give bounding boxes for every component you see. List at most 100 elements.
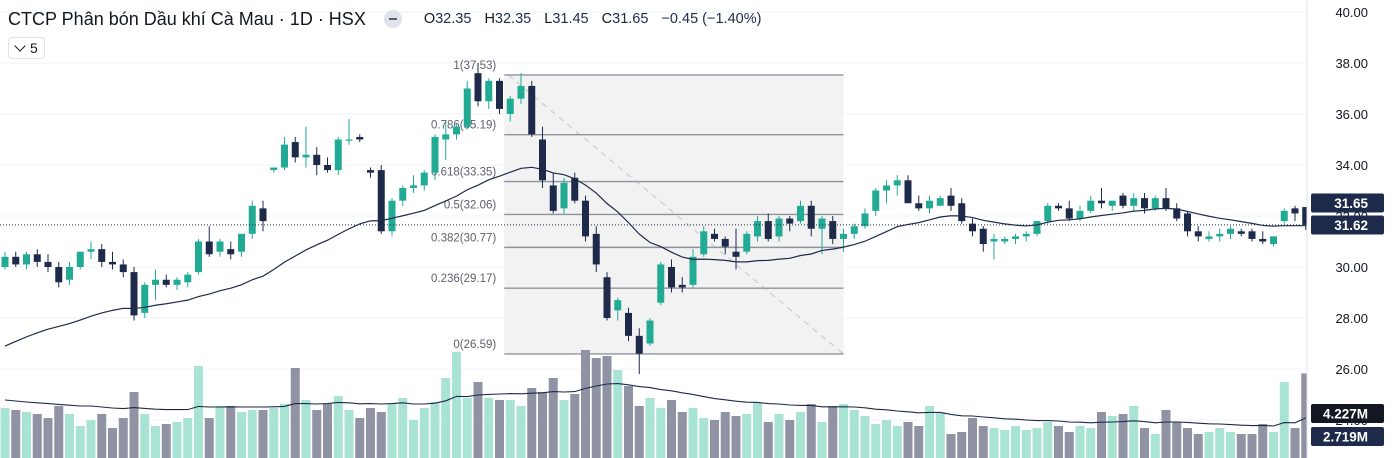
volume-bar <box>968 418 977 458</box>
volume-bar <box>1032 428 1042 458</box>
candle <box>754 216 761 242</box>
volume-bar <box>441 378 451 458</box>
fib-level-label: 0.786(35.19) <box>431 120 496 132</box>
candle-body <box>936 198 944 206</box>
volume-bar <box>710 420 719 458</box>
collapse-icon[interactable] <box>383 10 402 28</box>
volume-bar <box>194 366 203 458</box>
candle-body <box>1076 210 1084 219</box>
chart-header: CTCP Phân bón Dầu khí Cà Mau · 1D · HSX … <box>8 6 761 32</box>
volume-bar <box>258 410 268 458</box>
candle <box>302 126 310 168</box>
volume-bar <box>54 406 64 458</box>
candle <box>947 187 955 211</box>
candle-body <box>1065 208 1073 219</box>
candle <box>345 119 353 145</box>
candle <box>775 216 783 242</box>
candle <box>270 167 278 173</box>
candle <box>904 175 912 204</box>
candle-body <box>947 195 955 206</box>
volume-bar <box>1183 428 1192 458</box>
candle <box>1098 187 1105 209</box>
candle-body <box>743 233 751 252</box>
volume-bar <box>1258 424 1268 458</box>
volume-bar <box>280 404 289 458</box>
volume-bar <box>1301 373 1311 458</box>
candle <box>1130 193 1138 211</box>
volume-bar <box>882 420 891 458</box>
symbol-title[interactable]: CTCP Phân bón Dầu khí Cà Mau · 1D · HSX <box>8 8 366 29</box>
candle-body <box>1173 208 1181 219</box>
volume-bar <box>75 426 85 458</box>
candle-body <box>1022 233 1030 237</box>
candle <box>893 175 901 196</box>
candle-body <box>302 154 310 158</box>
candle-body <box>141 284 149 313</box>
candle-body <box>1098 200 1105 204</box>
ma-price-tag: 31.62 <box>1311 215 1384 235</box>
volume-bar <box>215 406 225 458</box>
candle-body <box>227 249 235 255</box>
candle <box>528 80 536 137</box>
candle-body <box>1291 208 1299 214</box>
candle-body <box>76 251 84 267</box>
candle-body <box>1151 198 1159 209</box>
volume-bar <box>667 400 676 458</box>
volume-tag-box <box>1311 404 1384 423</box>
price-tick-label: 36.00 <box>1335 107 1368 122</box>
price-axis[interactable]: 40.0038.0036.0034.0032.0030.0028.0026.00… <box>1306 0 1395 458</box>
candle-body <box>1280 210 1288 222</box>
candle-body <box>614 300 622 311</box>
candle-body <box>152 279 159 285</box>
candle-body <box>700 231 708 255</box>
candle-body <box>1108 200 1116 206</box>
candle <box>711 228 718 242</box>
fib-level-label: 1(37.53) <box>453 60 496 72</box>
volume-bar <box>946 434 956 458</box>
indicators-toggle-button[interactable]: 5 <box>8 37 45 59</box>
volume-bar <box>11 410 21 458</box>
candle <box>162 274 170 288</box>
candle <box>549 172 557 214</box>
candle <box>1012 233 1019 245</box>
volume-bar <box>914 426 924 458</box>
low-value: 31.45 <box>552 11 589 27</box>
candle <box>431 134 439 181</box>
candle-body <box>291 142 299 158</box>
price-pane <box>1 63 1310 375</box>
candle-body <box>861 213 869 227</box>
candle <box>130 267 138 321</box>
volume-ma-tag: 2.719M <box>1311 427 1384 446</box>
candle <box>625 307 632 341</box>
candle-body <box>539 139 546 181</box>
open-label: O <box>423 11 436 27</box>
candle <box>55 261 63 288</box>
volume-bar <box>1107 416 1117 458</box>
volume-bar <box>1193 434 1203 458</box>
candle-body <box>248 205 256 234</box>
candle <box>109 251 116 270</box>
candle <box>1216 228 1224 242</box>
volume-bar <box>376 412 386 458</box>
volume-bar <box>118 418 128 458</box>
high-label: H <box>484 11 495 27</box>
candle-body <box>528 85 536 135</box>
candle <box>1055 203 1062 211</box>
volume-bar <box>237 412 246 458</box>
candle-body <box>1141 198 1148 209</box>
candle <box>678 277 686 293</box>
candle-body <box>1044 205 1052 222</box>
volume-bar <box>1140 428 1149 458</box>
volume-bar <box>1021 430 1031 458</box>
candle <box>324 157 331 173</box>
candle-body <box>969 223 976 232</box>
volume-bar <box>957 432 967 458</box>
candle-body <box>775 218 783 237</box>
candle-body <box>517 85 525 99</box>
candle <box>291 136 299 163</box>
candle-body <box>388 200 396 232</box>
moving-average <box>0 166 1307 347</box>
candle-body <box>1001 238 1009 242</box>
candle-body <box>840 233 847 239</box>
